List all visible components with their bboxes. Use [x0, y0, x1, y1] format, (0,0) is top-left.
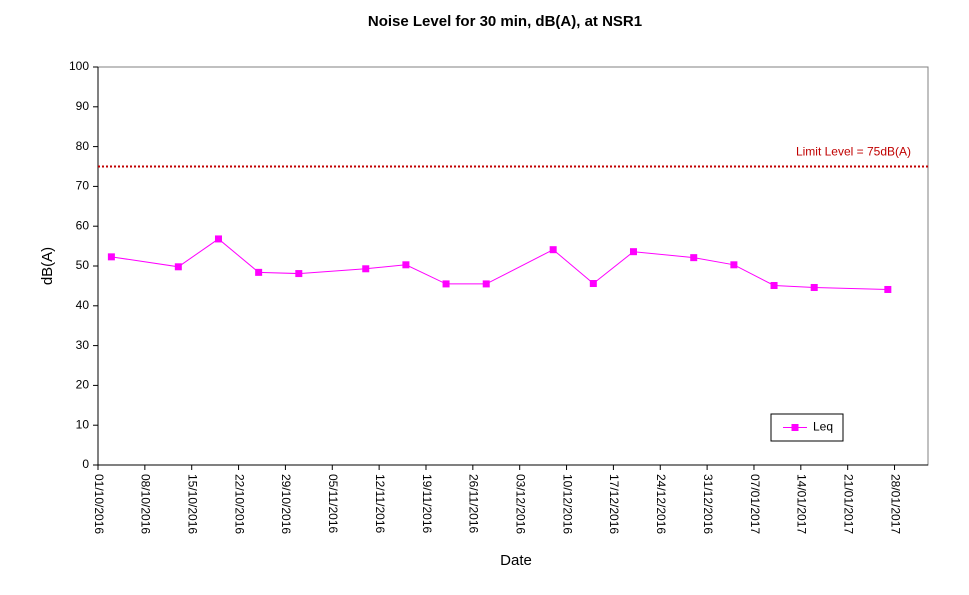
data-point: [549, 246, 557, 254]
data-point: [884, 285, 892, 293]
limit-label: Limit Level = 75dB(A): [796, 145, 911, 159]
data-point: [690, 254, 698, 262]
y-tick-label: 70: [76, 179, 90, 193]
chart-title: Noise Level for 30 min, dB(A), at NSR1: [368, 13, 642, 30]
y-tick-label: 100: [69, 59, 89, 73]
data-point: [810, 283, 818, 291]
x-tick-label: 17/12/2016: [607, 474, 621, 534]
x-tick-label: 24/12/2016: [654, 474, 668, 534]
x-tick-label: 01/10/2016: [92, 474, 106, 534]
x-tick-label: 14/01/2017: [795, 474, 809, 534]
y-tick-label: 20: [76, 378, 90, 392]
data-point: [770, 282, 778, 290]
x-tick-label: 10/12/2016: [560, 474, 574, 534]
x-tick-label: 29/10/2016: [279, 474, 293, 534]
x-tick-label: 26/11/2016: [467, 474, 481, 533]
legend-marker: [791, 424, 799, 431]
x-tick-label: 12/11/2016: [373, 474, 387, 533]
x-tick-label: 07/01/2017: [748, 474, 762, 534]
series-line: [111, 238, 888, 290]
data-point: [255, 268, 263, 276]
data-point: [107, 253, 115, 261]
x-tick-label: 03/12/2016: [514, 474, 528, 534]
y-tick-label: 60: [76, 218, 90, 232]
data-point: [629, 248, 637, 256]
x-tick-label: 08/10/2016: [139, 474, 153, 534]
data-point: [482, 280, 490, 288]
x-axis-label: Date: [500, 552, 532, 569]
data-point: [174, 263, 182, 271]
y-tick-label: 0: [82, 457, 89, 471]
x-tick-label: 21/01/2017: [842, 474, 856, 534]
data-point: [362, 265, 370, 273]
x-tick-label: 28/01/2017: [888, 474, 902, 534]
y-tick-label: 50: [76, 258, 90, 272]
data-point: [214, 235, 222, 243]
x-tick-label: 05/11/2016: [326, 474, 340, 533]
y-tick-label: 10: [76, 417, 90, 431]
x-tick-label: 22/10/2016: [232, 474, 246, 534]
x-tick-label: 31/12/2016: [701, 474, 715, 534]
y-tick-label: 30: [76, 338, 90, 352]
y-tick-label: 80: [76, 139, 90, 153]
legend-label: Leq: [813, 420, 833, 434]
y-axis-label: dB(A): [39, 247, 56, 285]
legend: Leq: [770, 413, 844, 442]
x-tick-label: 15/10/2016: [186, 474, 200, 534]
x-tick-label: 19/11/2016: [420, 474, 434, 533]
data-point: [442, 280, 450, 288]
plot-area: [97, 66, 929, 466]
data-point: [402, 261, 410, 269]
y-tick-label: 40: [76, 298, 90, 312]
y-tick-label: 90: [76, 99, 90, 113]
data-point: [295, 270, 303, 278]
data-point: [730, 261, 738, 269]
data-point: [589, 280, 597, 288]
